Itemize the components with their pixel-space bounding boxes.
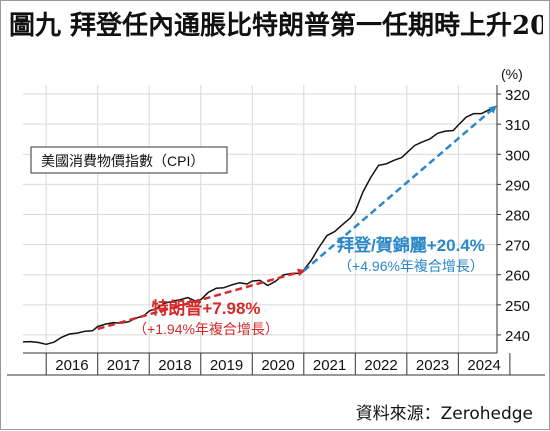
x-tick-label: 2020 bbox=[261, 357, 294, 374]
legend-box bbox=[30, 146, 228, 174]
biden-annotation-sublabel: （+4.96%年複合增長） bbox=[338, 258, 484, 274]
x-tick-label: 2023 bbox=[416, 357, 449, 374]
x-tick-label: 2021 bbox=[313, 357, 346, 374]
x-tick-label: 2016 bbox=[55, 357, 88, 374]
y-tick-label: 300 bbox=[505, 147, 530, 164]
x-tick-label: 2018 bbox=[158, 357, 191, 374]
y-tick-label: 240 bbox=[505, 328, 530, 345]
trump-annotation-sublabel: （+1.94%年複合增長） bbox=[133, 321, 279, 337]
x-tick-label: 2024 bbox=[467, 357, 500, 374]
x-tick-label: 2022 bbox=[364, 357, 397, 374]
biden-annotation-label: 拜登/賀錦麗+20.4% bbox=[337, 235, 485, 255]
biden-trend-arrow bbox=[302, 105, 497, 272]
x-tick-label: 2017 bbox=[107, 357, 140, 374]
legend-label: 美國消費物價指數（CPI） bbox=[41, 153, 204, 169]
y-tick-label: 250 bbox=[505, 298, 530, 315]
y-tick-label: 280 bbox=[505, 207, 530, 224]
figure-title: 圖九 拜登任內通脹比特朗普第一任期時上升20.4% bbox=[9, 11, 543, 41]
trump-trend-arrow bbox=[97, 268, 306, 331]
y-tick-label: 270 bbox=[505, 238, 530, 255]
trump-annotation-label: 特朗普+7.98% bbox=[151, 298, 260, 318]
y-unit-label: (%) bbox=[501, 66, 523, 82]
y-tick-label: 290 bbox=[505, 177, 530, 194]
source-credit: 資料來源：Zerohedge bbox=[355, 404, 533, 424]
y-tick-label: 320 bbox=[505, 87, 530, 104]
cpi-series-line bbox=[22, 106, 496, 346]
y-tick-label: 310 bbox=[505, 117, 530, 134]
x-tick-label: 2019 bbox=[210, 357, 243, 374]
y-tick-label: 260 bbox=[505, 268, 530, 285]
